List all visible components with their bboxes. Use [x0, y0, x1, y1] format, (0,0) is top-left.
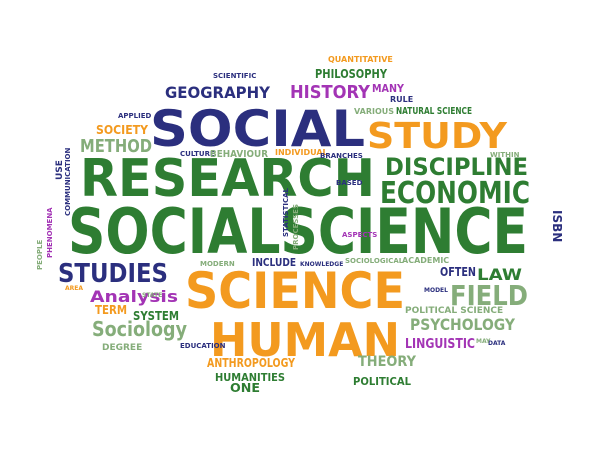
word-often: OFTEN — [440, 265, 476, 279]
word-political-science: POLITICAL SCIENCE — [405, 306, 503, 316]
word-modern: MODERN — [200, 260, 235, 268]
word-aspects: ASPECTS — [342, 231, 377, 239]
word-use: USE — [55, 160, 65, 180]
word-statistical: STATISTICAL — [282, 187, 290, 237]
word-method: METHOD — [80, 136, 152, 157]
word-social: SOCIAL — [150, 100, 365, 158]
word-socialscience: SOCIALSCIENCE — [68, 195, 528, 268]
word-sociology: Sociology — [92, 317, 187, 341]
word-within: WITHIN — [490, 151, 520, 159]
word-processes: PROCESSES — [292, 204, 300, 250]
word-field: FIELD — [450, 279, 528, 312]
word-applied: APPLIED — [118, 112, 152, 120]
word-individual: INDIVIDUAL — [275, 148, 328, 157]
word-area: AREA — [65, 285, 83, 292]
word-human: HUMAN — [210, 313, 400, 367]
word-people: PEOPLE — [36, 240, 44, 270]
word-psychology: PSYCHOLOGY — [410, 315, 515, 334]
word-phenomena: PHENOMENA — [46, 207, 54, 258]
word-study: STUDY — [367, 116, 508, 157]
word-many: MANY — [372, 82, 405, 95]
word-degree: DEGREE — [102, 343, 142, 353]
word-philosophy: PHILOSOPHY — [315, 67, 387, 81]
word-term: TERM — [95, 303, 127, 317]
word-isbn: ISBN — [550, 210, 564, 242]
word-communication: COMMUNICATION — [64, 147, 72, 216]
word-political: POLITICAL — [353, 375, 411, 388]
word-science: SCIENCE — [185, 262, 405, 320]
word-system: SYSTEM — [133, 309, 179, 323]
word-natural-science: NATURAL SCIENCE — [396, 106, 472, 117]
word-knowledge: KNOWLEDGE — [300, 261, 343, 268]
word-society: SOCIETY — [96, 123, 148, 137]
word-cloud-words: SOCIALSCIENCERESEARCHSOCIALSCIENCEHUMANS… — [36, 55, 564, 395]
word-rule: RULE — [390, 95, 413, 104]
word-discipline: DISCIPLINE — [385, 153, 528, 181]
word-model: MODEL — [424, 287, 448, 294]
word-branches: BRANCHES — [320, 152, 363, 160]
word-theory: THEORY — [358, 354, 417, 370]
word-linguistic: LINGUISTIC — [405, 337, 475, 352]
word-scientific: SCIENTIFIC — [213, 72, 256, 80]
word-humanities: HUMANITIES — [215, 371, 285, 384]
word-law: LAW — [477, 265, 522, 284]
word-education: EDUCATION — [180, 342, 226, 350]
word-economic: ECONOMIC — [380, 176, 530, 211]
word-behaviour: BEHAVIOUR — [210, 149, 268, 160]
word-research: RESEARCH — [80, 149, 375, 209]
word-may: MAY — [476, 338, 491, 345]
word-based: BASED — [336, 179, 363, 187]
word-quantitative: QUANTITATIVE — [328, 55, 393, 64]
word-various: VARIOUS — [354, 107, 394, 116]
word-academic: ACADEMIC — [402, 256, 449, 265]
word-analysis: Analysis — [90, 287, 178, 306]
word-data: DATA — [488, 340, 506, 347]
word-one: ONE — [230, 381, 260, 395]
word-geography: GEOGRAPHY — [165, 83, 270, 102]
word-history: HISTORY — [290, 82, 371, 103]
word-state: STATE — [142, 292, 162, 299]
word-anthropology: ANTHROPOLOGY — [207, 356, 295, 370]
word-culture: CULTURE — [180, 150, 215, 158]
word-sociological: SOCIOLOGICAL — [345, 257, 404, 265]
word-include: INCLUDE — [252, 256, 296, 269]
word-studies: STUDIES — [58, 259, 168, 289]
